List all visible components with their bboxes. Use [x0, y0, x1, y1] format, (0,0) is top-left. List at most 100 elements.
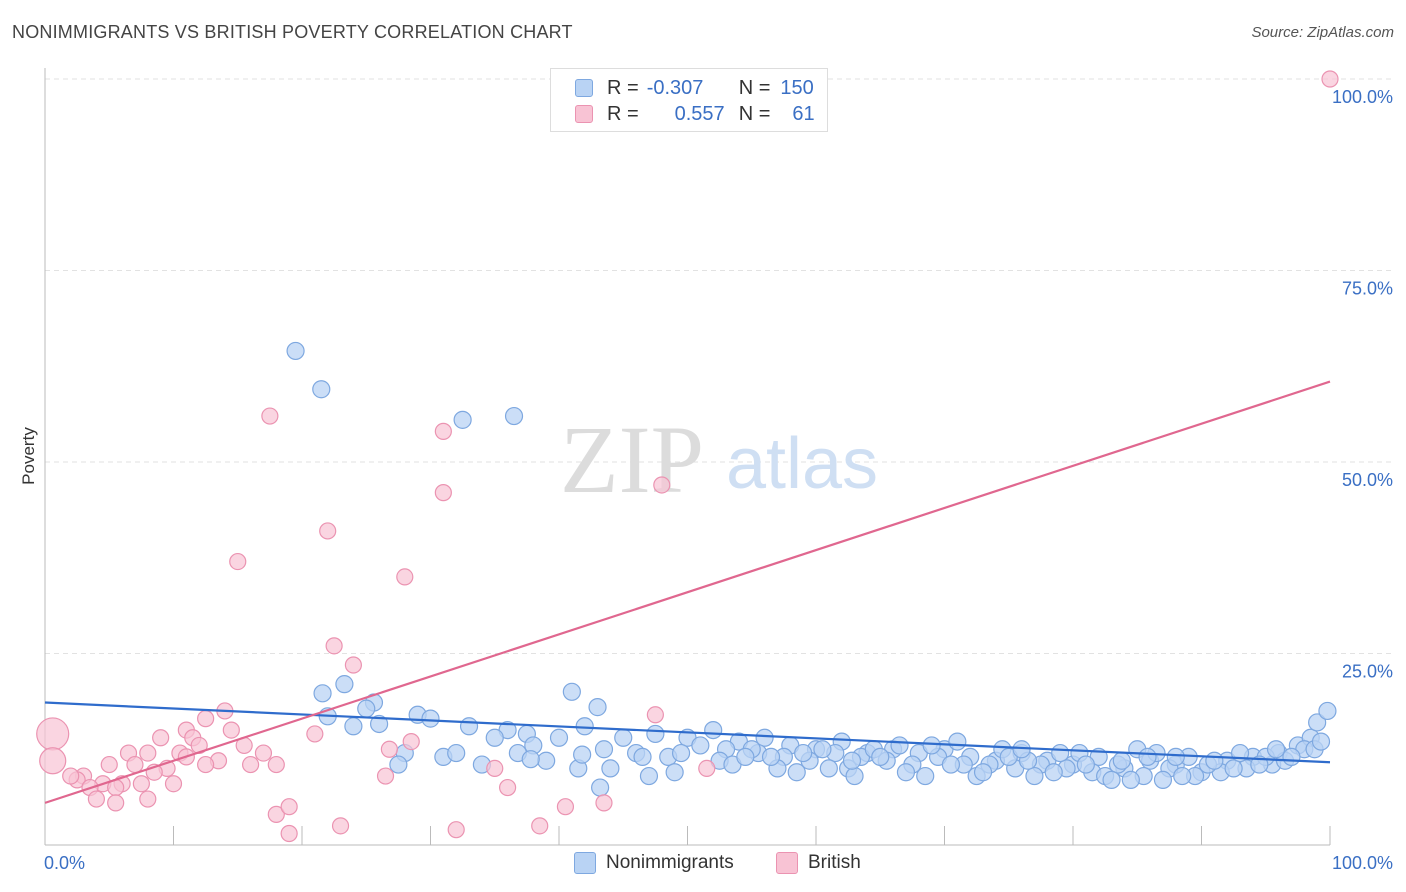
data-point-british: [595, 794, 613, 812]
data-point-nonimmigrants: [459, 717, 479, 736]
data-point-british: [126, 755, 144, 774]
data-point-nonimmigrants: [1166, 747, 1185, 767]
data-point-nonimmigrants: [591, 778, 610, 797]
data-point-nonimmigrants: [1311, 732, 1331, 751]
data-point-british: [698, 759, 716, 778]
legend-r-value: -0.307: [646, 76, 704, 99]
data-point-british: [152, 729, 170, 747]
data-point-nonimmigrants: [896, 763, 916, 782]
trend-line-british: [44, 380, 1331, 804]
data-point-nonimmigrants: [537, 751, 556, 770]
legend-swatch-pink: [575, 105, 593, 123]
data-point-british: [376, 767, 395, 785]
data-point-british: [380, 740, 398, 758]
data-point-british: [556, 798, 575, 816]
data-point-nonimmigrants: [1044, 763, 1063, 782]
data-point-nonimmigrants: [1205, 751, 1224, 770]
data-point-nonimmigrants: [1153, 770, 1173, 789]
trend-line-nonimmigrants: [44, 701, 1331, 764]
data-point-nonimmigrants: [1318, 701, 1337, 721]
data-point-nonimmigrants: [504, 406, 524, 426]
chart-title: NONIMMIGRANTS VS BRITISH POVERTY CORRELA…: [12, 22, 573, 42]
data-point-nonimmigrants: [1025, 766, 1044, 786]
data-point-british: [434, 484, 452, 502]
data-point-british: [344, 656, 362, 674]
data-point-nonimmigrants: [421, 709, 440, 728]
data-point-nonimmigrants: [573, 745, 592, 764]
data-point-british: [486, 759, 504, 778]
data-point-british: [447, 821, 465, 839]
data-point-nonimmigrants: [761, 747, 781, 767]
legend-swatch-blue: [574, 852, 596, 874]
data-point-nonimmigrants: [1173, 766, 1192, 786]
data-point-nonimmigrants: [601, 759, 620, 778]
data-point-nonimmigrants: [736, 747, 755, 767]
data-point-nonimmigrants: [973, 763, 993, 782]
watermark-zip: ZIP: [560, 406, 704, 513]
data-point-british: [164, 775, 183, 793]
legend-n-value: 150: [780, 76, 814, 99]
data-point-nonimmigrants: [312, 380, 331, 399]
tick-labels: 25.0% 50.0% 75.0% 100.0% 0.0% 100.0%: [44, 87, 1393, 873]
legend-r-label: R =: [607, 76, 639, 99]
x-tick-label: 0.0%: [44, 853, 85, 873]
data-point-nonimmigrants: [1250, 755, 1269, 774]
data-point-nonimmigrants: [787, 763, 806, 782]
legend-item-british[interactable]: British: [776, 852, 861, 874]
data-point-nonimmigrants: [842, 751, 862, 770]
data-point-british: [280, 798, 298, 816]
data-point-british: [319, 522, 337, 540]
data-point-nonimmigrants: [1102, 770, 1121, 789]
watermark-atlas: atlas: [726, 424, 878, 504]
data-point-nonimmigrants: [671, 743, 691, 763]
data-point-british: [222, 721, 240, 739]
data-point-nonimmigrants: [665, 763, 684, 782]
y-tick-label: 100.0%: [1332, 87, 1393, 107]
data-point-nonimmigrants: [941, 755, 961, 774]
data-point-nonimmigrants: [1308, 713, 1327, 732]
legend-swatch-blue: [575, 79, 593, 97]
data-point-british: [242, 755, 260, 774]
legend-label: British: [808, 852, 861, 873]
legend-n-label: N =: [738, 102, 771, 125]
series-british: [36, 70, 1339, 843]
source-label: Source: ZipAtlas.com: [1251, 24, 1394, 41]
data-point-british: [499, 778, 517, 797]
data-point-british: [653, 476, 671, 494]
data-point-nonimmigrants: [794, 743, 813, 763]
data-point-nonimmigrants: [646, 724, 665, 744]
correlation-legend: R = -0.307 N = 150 R = 0.557 N = 61: [550, 68, 828, 132]
data-point-nonimmigrants: [357, 699, 376, 718]
data-point-nonimmigrants: [313, 684, 332, 703]
data-point-nonimmigrants: [755, 728, 774, 747]
legend-n-value: 61: [792, 102, 815, 125]
data-point-nonimmigrants: [588, 698, 607, 717]
data-point-british: [197, 710, 215, 728]
y-tick-label: 50.0%: [1342, 470, 1393, 490]
data-point-nonimmigrants: [1266, 740, 1286, 759]
data-point-nonimmigrants: [1282, 747, 1301, 767]
legend-n-label: N =: [738, 76, 771, 99]
data-point-nonimmigrants: [344, 717, 363, 736]
legend-item-nonimmigrants[interactable]: Nonimmigrants: [574, 852, 734, 874]
series-nonimmigrants: [286, 341, 1337, 797]
axes: [44, 68, 1331, 846]
data-point-nonimmigrants: [819, 759, 838, 778]
data-point-nonimmigrants: [704, 720, 723, 740]
legend-r-label: R =: [607, 102, 639, 125]
legend-row-nonimmigrants: R = -0.307 N = 150: [575, 75, 814, 101]
data-point-nonimmigrants: [1076, 755, 1095, 774]
data-point-british: [197, 755, 215, 774]
data-point-nonimmigrants: [890, 736, 909, 755]
data-point-british: [132, 775, 150, 793]
data-point-british: [139, 790, 157, 808]
data-point-nonimmigrants: [916, 766, 935, 786]
data-point-british: [396, 568, 414, 586]
legend-r-value: 0.557: [674, 102, 725, 125]
data-point-nonimmigrants: [845, 766, 864, 786]
data-point-nonimmigrants: [1224, 759, 1243, 778]
grid-lines: [45, 78, 1395, 654]
data-point-british: [107, 794, 125, 812]
data-point-nonimmigrants: [922, 736, 941, 755]
